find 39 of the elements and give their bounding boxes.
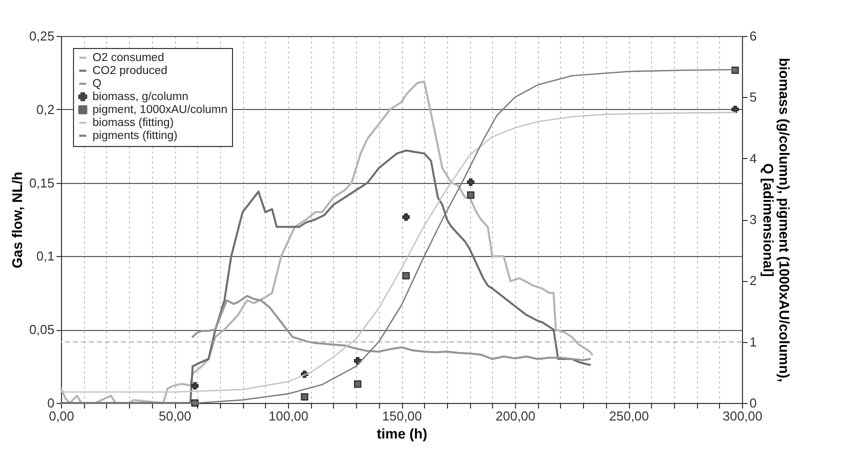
legend-label: pigments (fitting) <box>92 130 178 142</box>
x-tick-label: 200,00 <box>496 408 536 424</box>
y-tick-label: 0,2 <box>36 102 54 117</box>
y-tick-label: 0,1 <box>36 248 54 264</box>
y-tick-label: 0 <box>47 396 54 410</box>
point <box>402 213 410 221</box>
y2-tick-label: 5 <box>750 90 757 105</box>
x-tick-label: 100,00 <box>268 408 308 424</box>
point <box>402 272 410 280</box>
point <box>300 393 308 401</box>
x-tick-label: 0,00 <box>48 408 74 424</box>
y2-tick-label: 3 <box>750 212 757 227</box>
point <box>191 382 199 390</box>
y-tick-label: 0,25 <box>29 28 54 44</box>
y2-tick-label: 2 <box>750 273 757 288</box>
legend-label: biomass, g/column <box>92 90 188 103</box>
x-tick-label: 50,00 <box>158 408 192 424</box>
y-tick-label: 0,05 <box>29 322 54 338</box>
legend-label: CO2 produced <box>92 64 168 77</box>
x-tick-label: 150,00 <box>382 408 422 424</box>
y-axis-title: Gas flow, NL/h <box>9 172 26 268</box>
point <box>354 380 362 388</box>
point <box>732 106 739 114</box>
legend-label: O2 consumed <box>92 52 164 64</box>
y-tick-label: 0,15 <box>29 175 54 190</box>
legend-label: biomass (fitting) <box>92 116 174 129</box>
x-axis-title: time (h) <box>376 426 428 442</box>
line-series <box>192 294 591 362</box>
y2-tick-label: 0 <box>750 396 757 410</box>
point <box>467 191 474 199</box>
y2-tick-label: 4 <box>750 150 757 166</box>
y2-axis-title: biomass (g/column), pigment (1000xAU/column), Q [adimensional] <box>760 58 793 382</box>
legend-label: pigment, 1000xAU/column <box>92 104 228 116</box>
y2-tick-label: 1 <box>750 334 757 350</box>
point <box>467 178 474 186</box>
x-tick-label: 250,00 <box>609 408 649 424</box>
x-tick-label: 300,00 <box>722 408 762 424</box>
legend-label: Q <box>92 78 102 90</box>
y2-tick-label: 6 <box>750 28 757 44</box>
